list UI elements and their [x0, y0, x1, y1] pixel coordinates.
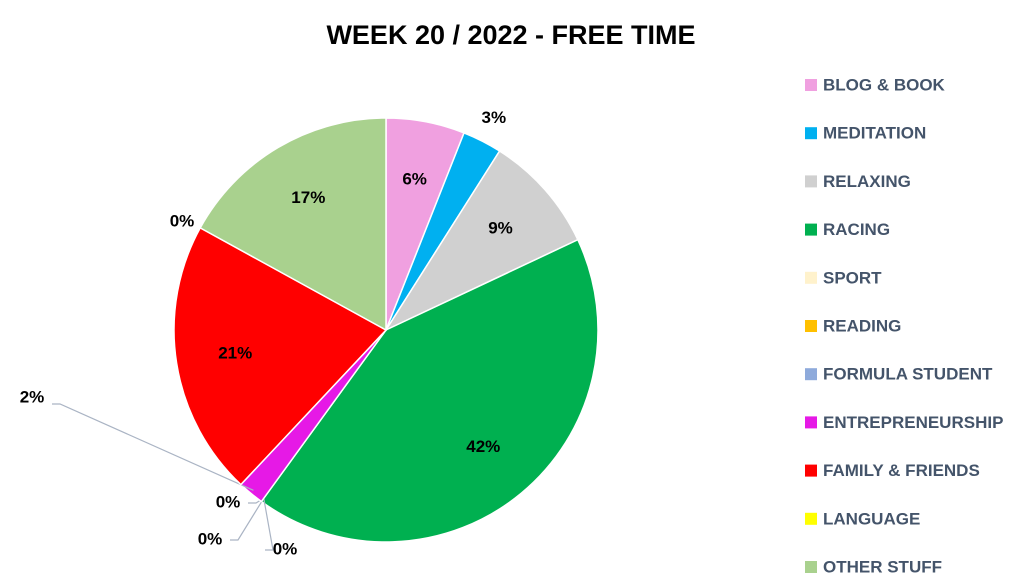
chart-title: WEEK 20 / 2022 - FREE TIME: [326, 20, 695, 50]
leader-line: [230, 497, 265, 541]
pie-slice: [383, 149, 579, 332]
legend-swatch: [805, 223, 817, 236]
pie-slice: [260, 238, 599, 543]
data-label: 2%: [20, 387, 45, 406]
legend-swatch: [805, 561, 817, 573]
legend-label: SPORT: [823, 268, 882, 287]
data-label: 0%: [198, 529, 223, 548]
legend-swatch: [805, 79, 817, 91]
leader-line: [52, 403, 254, 491]
data-label: 42%: [466, 437, 500, 456]
pie-slice: [173, 226, 388, 486]
leader-line: [263, 498, 274, 551]
data-label: 6%: [402, 170, 427, 189]
legend-label: OTHER STUFF: [823, 557, 942, 576]
data-label: 9%: [488, 219, 513, 238]
legend-swatch: [805, 464, 817, 477]
legend-label: FORMULA STUDENT: [823, 365, 993, 384]
legend-label: ENTREPRENEURSHIP: [823, 413, 1003, 432]
legend-label: RACING: [823, 220, 890, 239]
legend-swatch: [805, 368, 817, 381]
legend-label: READING: [823, 316, 901, 335]
legend-swatch: [805, 127, 817, 140]
legend-label: RELAXING: [823, 172, 911, 191]
legend-swatch: [805, 271, 817, 284]
data-label: 21%: [218, 343, 252, 362]
data-label: 0%: [216, 492, 241, 511]
legend-label: BLOG & BOOK: [823, 75, 946, 94]
legend-label: FAMILY & FRIENDS: [823, 461, 980, 480]
legend-swatch: [805, 416, 817, 429]
pie-slice: [199, 117, 387, 332]
legend-swatch: [805, 512, 817, 525]
legend-swatch: [805, 320, 817, 332]
legend-label: LANGUAGE: [823, 509, 920, 528]
legend-swatch: [805, 175, 817, 188]
data-label: 17%: [291, 188, 325, 207]
data-label: 0%: [273, 539, 298, 558]
data-label: 3%: [482, 108, 507, 127]
data-label: 0%: [170, 211, 195, 230]
legend-label: MEDITATION: [823, 124, 926, 143]
